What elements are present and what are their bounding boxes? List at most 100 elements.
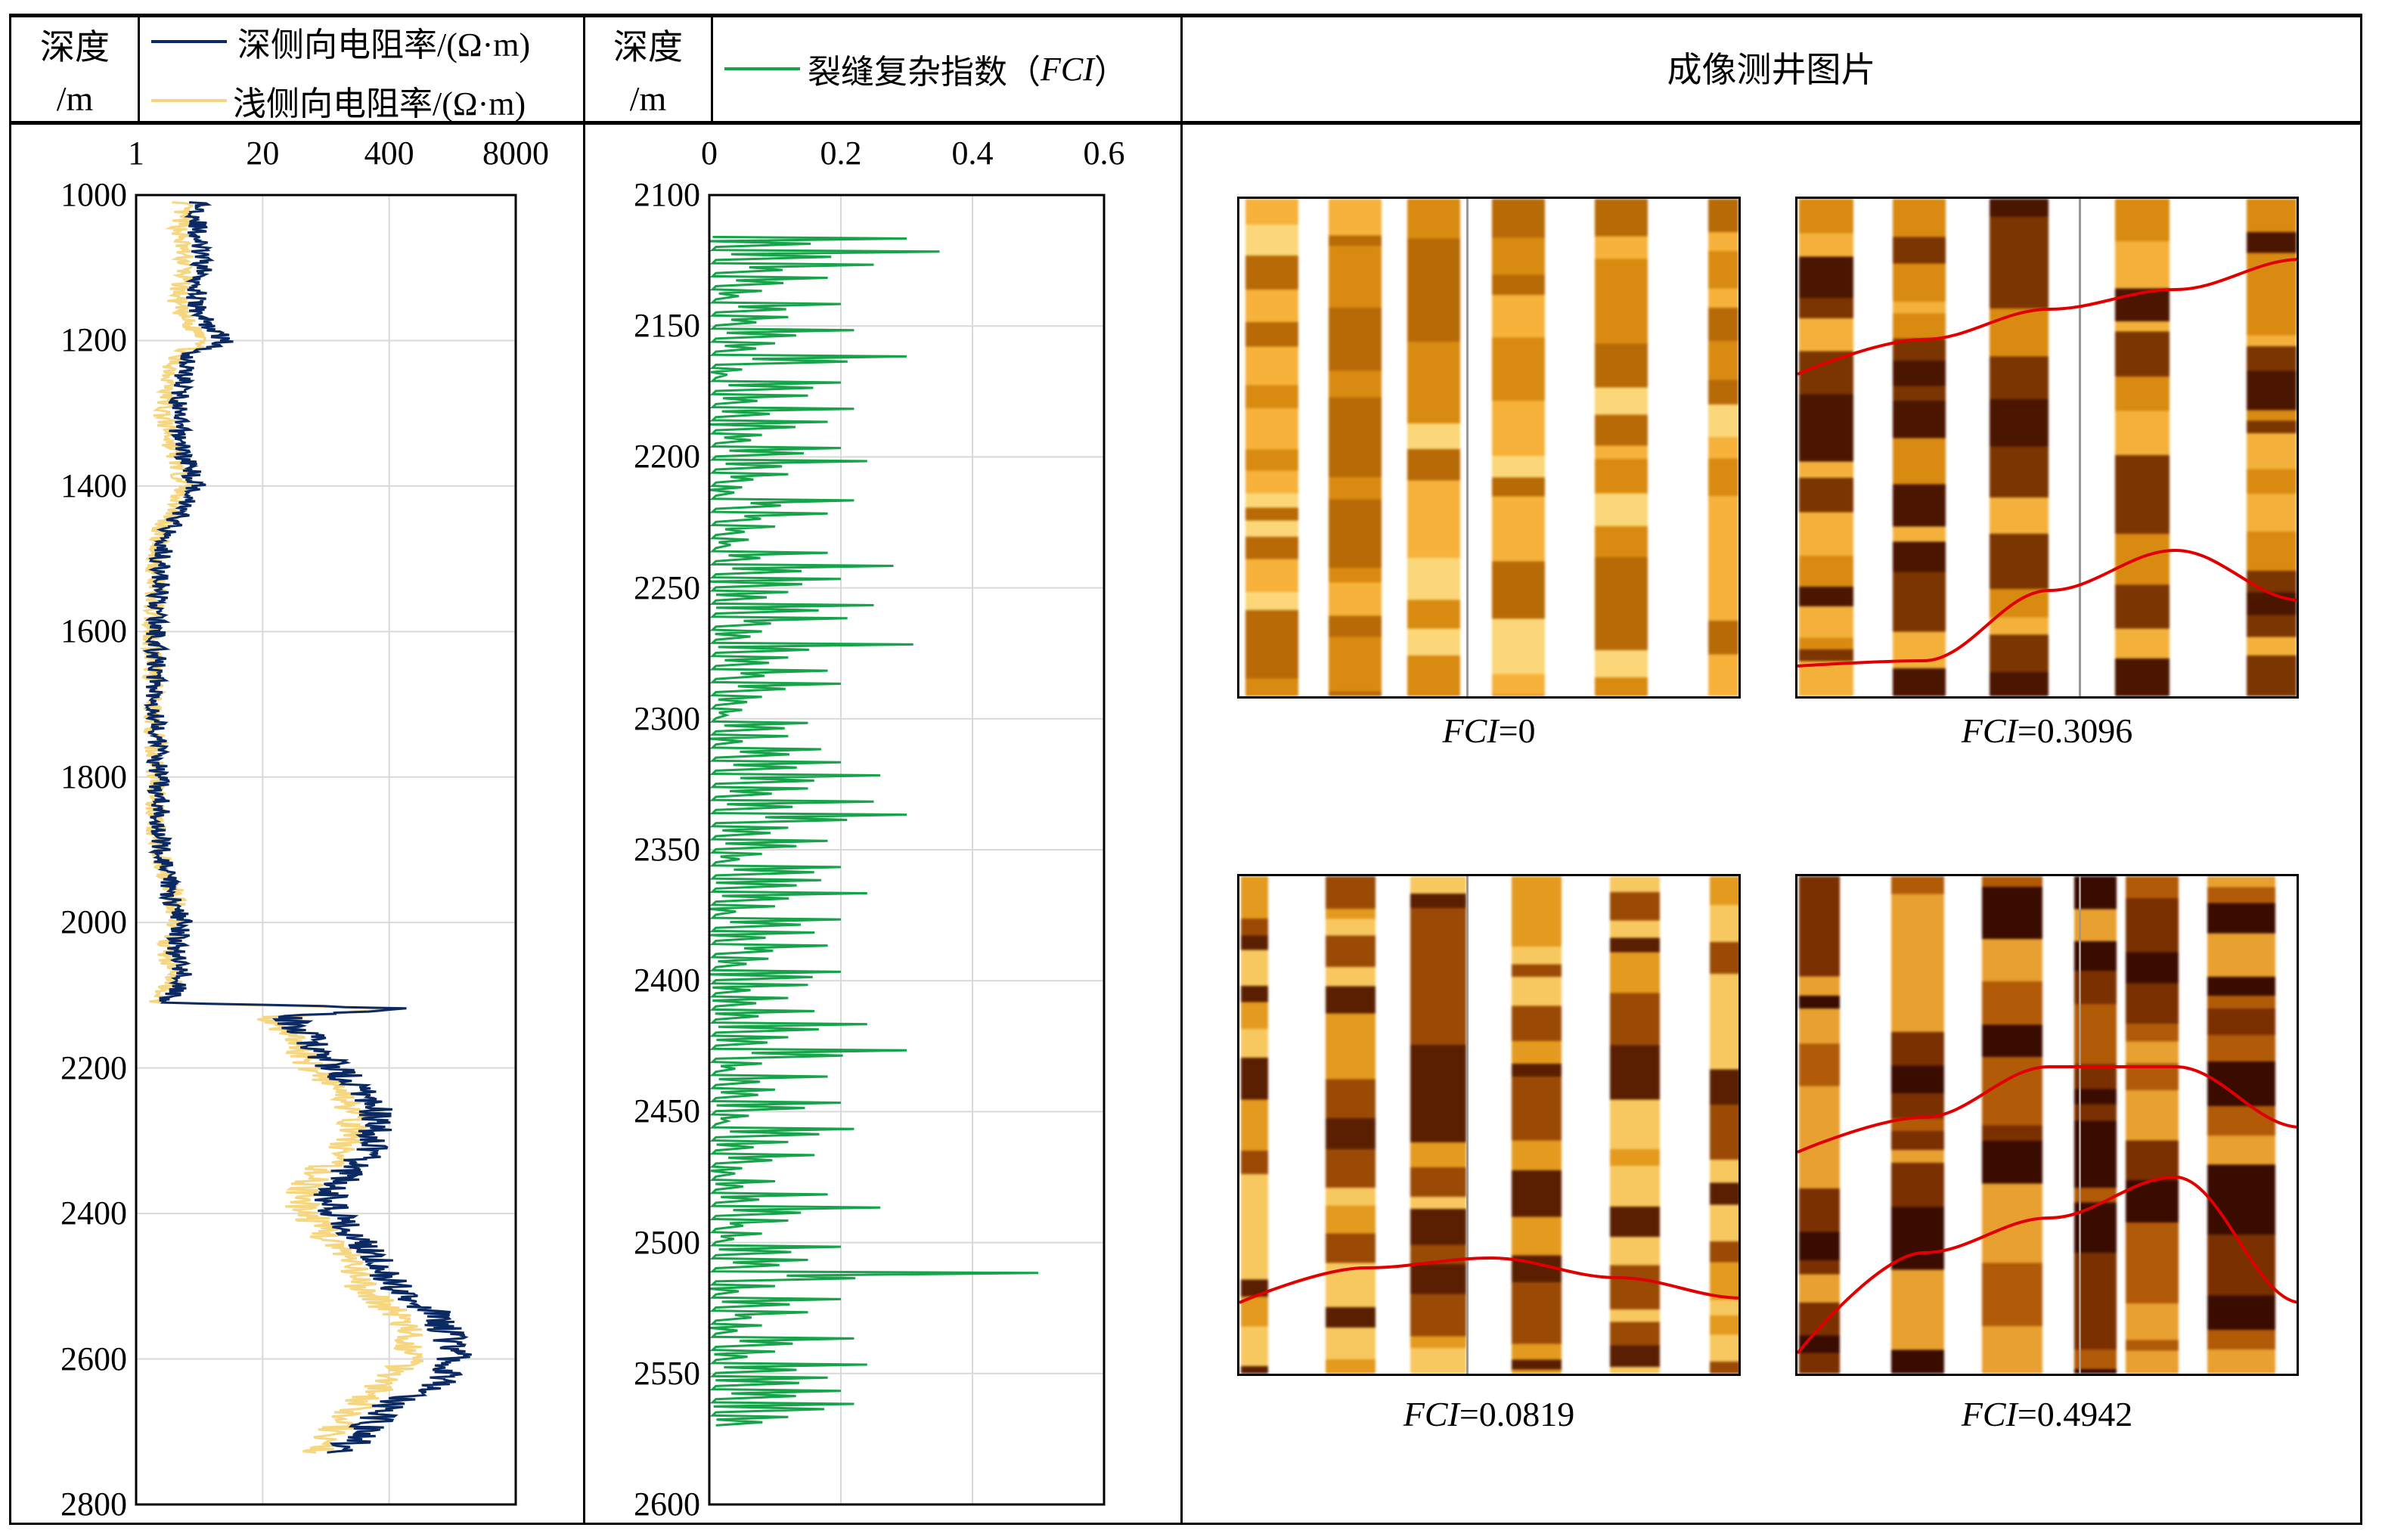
image-strip xyxy=(1329,199,1382,696)
fracture-trace-layer xyxy=(1797,258,2297,668)
y-tick-label: 2600 xyxy=(60,1340,127,1377)
legend-shallow-label: 浅侧向电阻率/(Ω·m) xyxy=(233,85,526,122)
col-divider xyxy=(1180,14,1183,1525)
col-divider xyxy=(583,14,585,1525)
image-seam xyxy=(1466,876,1469,1374)
image-strip xyxy=(2247,199,2297,696)
caption-value: =0.4942 xyxy=(2017,1395,2133,1433)
x-tick-label: 1 xyxy=(128,135,144,172)
y-tick-label: 2550 xyxy=(634,1354,700,1392)
image-caption: FCI=0.3096 xyxy=(1795,711,2299,751)
image-caption: FCI=0 xyxy=(1237,711,1741,751)
caption-var: FCI xyxy=(1403,1395,1459,1433)
table-bottom-border xyxy=(9,1523,2362,1525)
fracture-trace-line xyxy=(1797,258,2297,376)
depth-label: 深度 xyxy=(40,28,110,67)
fracture-trace-layer xyxy=(1239,1256,1738,1304)
y-tick-label: 1600 xyxy=(60,612,127,650)
caption-var: FCI xyxy=(1961,1395,2018,1433)
y-tick-label: 2500 xyxy=(634,1223,700,1261)
image-panel-fci-0.3096 xyxy=(1795,197,2299,699)
image-strip xyxy=(1893,199,1946,696)
col-divider xyxy=(138,14,140,123)
caption-var: FCI xyxy=(1442,711,1499,750)
y-tick-label: 1400 xyxy=(60,466,127,504)
image-seam xyxy=(2079,199,2081,696)
y-tick-label: 2400 xyxy=(60,1195,127,1232)
image-strip xyxy=(1710,876,1738,1374)
image-strip xyxy=(1245,199,1298,696)
fracture-trace-layer xyxy=(1239,199,1741,699)
legend-shallow: 浅侧向电阻率/(Ω·m) xyxy=(151,82,526,122)
depth-unit: /m xyxy=(629,79,667,118)
y-tick-label: 2100 xyxy=(634,176,700,213)
image-strip xyxy=(1407,199,1460,696)
image-strip xyxy=(1610,876,1660,1374)
legend-shallow-swatch xyxy=(151,99,227,102)
x-tick-label: 0.2 xyxy=(820,135,862,172)
depth-header-2: 深度 /m xyxy=(585,30,711,116)
caption-value: =0.3096 xyxy=(2017,711,2133,750)
header-bottom-border xyxy=(9,121,2362,125)
series-line-deep xyxy=(142,201,472,1454)
table-left-border xyxy=(9,14,11,1525)
image-strip xyxy=(1241,876,1268,1374)
col-divider xyxy=(711,14,713,123)
plot-frame xyxy=(135,194,517,1506)
image-caption: FCI=0.4942 xyxy=(1795,1394,2299,1434)
table-right-border xyxy=(2360,14,2362,1525)
fracture-trace-layer xyxy=(1797,1065,2297,1355)
legend-fci-var: FCI xyxy=(1041,50,1094,88)
y-tick-label: 2800 xyxy=(60,1486,127,1523)
image-panel-fci-0 xyxy=(1237,197,1741,699)
x-tick-label: 20 xyxy=(246,135,280,172)
legend-fci-label: 裂缝复杂指数（ xyxy=(808,54,1041,91)
legend-deep-swatch xyxy=(151,40,227,43)
y-tick-label: 2150 xyxy=(634,307,700,345)
image-strip xyxy=(1492,199,1545,696)
image-panel-fci-0.0819 xyxy=(1237,874,1741,1376)
image-strip xyxy=(1799,199,1853,696)
image-strip xyxy=(1708,199,1738,696)
legend-deep: 深侧向电阻率/(Ω·m) xyxy=(151,23,530,64)
image-panel-fci-0.4942 xyxy=(1795,874,2299,1376)
image-strip xyxy=(1891,876,1944,1374)
y-tick-label: 2000 xyxy=(60,903,127,941)
y-tick-label: 2350 xyxy=(634,831,700,868)
caption-var: FCI xyxy=(1961,711,2018,750)
x-tick-label: 0 xyxy=(701,135,718,172)
image-strip xyxy=(1512,876,1562,1374)
legend-fci: 裂缝复杂指数（ FCI） xyxy=(724,50,1127,91)
fracture-trace-line xyxy=(1239,1256,1738,1304)
image-column-title: 成像测井图片 xyxy=(1667,51,1876,89)
image-seam xyxy=(1466,199,1469,696)
image-caption: FCI=0.0819 xyxy=(1237,1394,1741,1434)
y-tick-label: 1000 xyxy=(60,176,127,213)
legend-fci-swatch xyxy=(724,67,800,70)
series-line-fci xyxy=(709,235,1039,1427)
y-tick-label: 2200 xyxy=(634,438,700,476)
y-tick-label: 2600 xyxy=(634,1486,700,1523)
y-tick-label: 1800 xyxy=(60,758,127,795)
image-strip xyxy=(1595,199,1648,696)
x-tick-label: 0.4 xyxy=(951,135,994,172)
caption-value: =0 xyxy=(1498,711,1536,750)
image-strip xyxy=(2207,876,2275,1374)
legend-deep-label: 深侧向电阻率/(Ω·m) xyxy=(237,26,531,64)
x-tick-label: 8000 xyxy=(482,135,549,172)
y-tick-label: 2450 xyxy=(634,1092,700,1130)
y-tick-label: 2300 xyxy=(634,699,700,737)
plot-frame xyxy=(708,194,1106,1506)
x-tick-label: 400 xyxy=(364,135,414,172)
table-top-border xyxy=(9,14,2362,17)
series-line-shallow xyxy=(139,201,424,1454)
image-strip xyxy=(2126,876,2179,1374)
image-strip xyxy=(2074,876,2117,1374)
image-strip xyxy=(1410,876,1466,1374)
image-strip xyxy=(1982,876,2042,1374)
y-tick-label: 1200 xyxy=(60,321,127,359)
image-strip xyxy=(2115,199,2170,696)
x-tick-label: 0.6 xyxy=(1083,135,1125,172)
